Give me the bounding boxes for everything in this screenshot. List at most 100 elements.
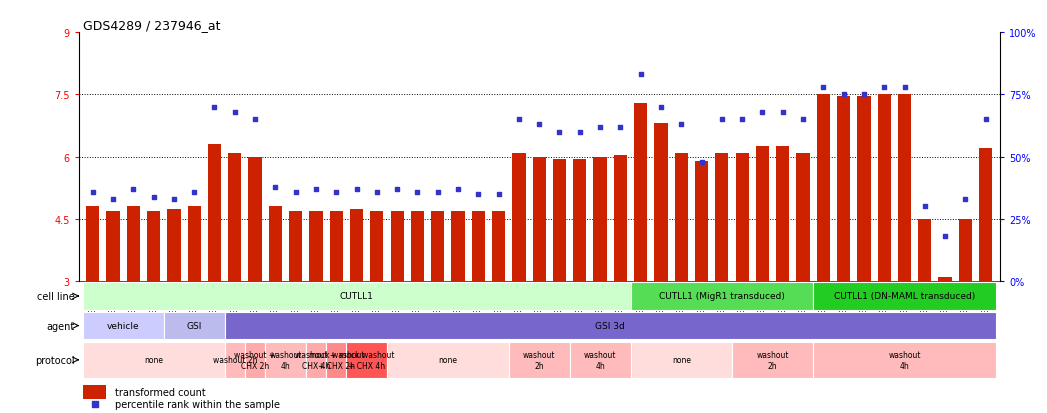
Point [815, 84, 831, 91]
Bar [269, 207, 282, 282]
Point [105, 196, 121, 203]
Bar [350, 209, 363, 282]
Text: washout +
CHX 2h: washout + CHX 2h [235, 350, 275, 370]
Bar [371, 211, 383, 282]
Text: transformed count: transformed count [115, 387, 206, 397]
Bar [245, 342, 265, 378]
Point [226, 109, 243, 116]
Point [775, 109, 792, 116]
Bar [814, 342, 996, 378]
Point [754, 109, 771, 116]
Point [206, 104, 223, 111]
Point [855, 92, 872, 98]
Text: CUTLL1 (DN-MAML transduced): CUTLL1 (DN-MAML transduced) [833, 292, 975, 301]
Point [551, 129, 567, 136]
Text: percentile rank within the sample: percentile rank within the sample [115, 399, 281, 408]
Point [531, 122, 548, 128]
Point [957, 196, 974, 203]
Bar [654, 124, 668, 282]
Point [388, 186, 405, 193]
Text: CUTLL1 (MigR1 transduced): CUTLL1 (MigR1 transduced) [659, 292, 785, 301]
Point [328, 189, 344, 195]
Bar [715, 153, 729, 282]
Point [511, 117, 528, 123]
Point [308, 186, 325, 193]
Bar [492, 211, 506, 282]
Point [449, 186, 466, 193]
Bar [877, 95, 891, 282]
Point [612, 124, 629, 131]
Bar [107, 211, 119, 282]
Bar [573, 159, 586, 282]
Bar [814, 282, 996, 310]
Bar [265, 342, 306, 378]
Bar [83, 312, 163, 339]
Bar [553, 159, 566, 282]
Point [734, 117, 751, 123]
Bar [594, 157, 606, 282]
Bar [857, 97, 870, 282]
Text: washout +
CHX 4h: washout + CHX 4h [295, 350, 336, 370]
Bar [208, 145, 221, 282]
Text: mock washout
+ CHX 4h: mock washout + CHX 4h [339, 350, 395, 370]
Bar [309, 211, 322, 282]
Bar [391, 211, 404, 282]
Bar [959, 219, 972, 282]
Text: washout
2h: washout 2h [756, 350, 788, 370]
Text: washout 2h: washout 2h [213, 356, 258, 364]
Bar [509, 342, 570, 378]
Bar [898, 95, 911, 282]
Bar [228, 153, 242, 282]
Bar [147, 211, 160, 282]
Point [85, 189, 102, 195]
Point [693, 159, 710, 166]
Bar [472, 211, 485, 282]
Point [267, 184, 284, 190]
Point [185, 189, 202, 195]
Text: CUTLL1: CUTLL1 [339, 292, 374, 301]
Text: mock washout
+ CHX 2h: mock washout + CHX 2h [309, 350, 364, 370]
Bar [776, 147, 789, 282]
Text: none: none [144, 356, 163, 364]
Bar [86, 207, 99, 282]
Text: agent: agent [46, 321, 74, 331]
Point [592, 124, 608, 131]
Text: protocol: protocol [35, 355, 74, 365]
Bar [695, 161, 708, 282]
Point [490, 191, 507, 198]
Bar [630, 282, 814, 310]
Bar [410, 211, 424, 282]
Point [896, 84, 913, 91]
Text: none: none [439, 356, 458, 364]
Point [673, 122, 690, 128]
Bar [938, 278, 952, 282]
Point [937, 233, 954, 240]
Point [86, 400, 103, 407]
Point [247, 117, 264, 123]
Point [349, 186, 365, 193]
Bar [451, 211, 465, 282]
Point [916, 204, 933, 210]
Point [652, 104, 669, 111]
Bar [837, 97, 850, 282]
Point [876, 84, 893, 91]
Bar [83, 342, 225, 378]
Bar [797, 153, 809, 282]
Point [429, 189, 446, 195]
Bar [630, 342, 732, 378]
Bar [347, 342, 387, 378]
Point [409, 189, 426, 195]
Text: washout
2h: washout 2h [522, 350, 556, 370]
Bar [83, 385, 106, 399]
Bar [248, 157, 262, 282]
Point [632, 72, 649, 78]
Text: GDS4289 / 237946_at: GDS4289 / 237946_at [83, 19, 221, 32]
Point [165, 196, 182, 203]
Bar [979, 149, 993, 282]
Point [795, 117, 811, 123]
Bar [187, 207, 201, 282]
Point [369, 189, 385, 195]
Bar [512, 153, 526, 282]
Bar [431, 211, 444, 282]
Text: GSI 3d: GSI 3d [596, 321, 625, 330]
